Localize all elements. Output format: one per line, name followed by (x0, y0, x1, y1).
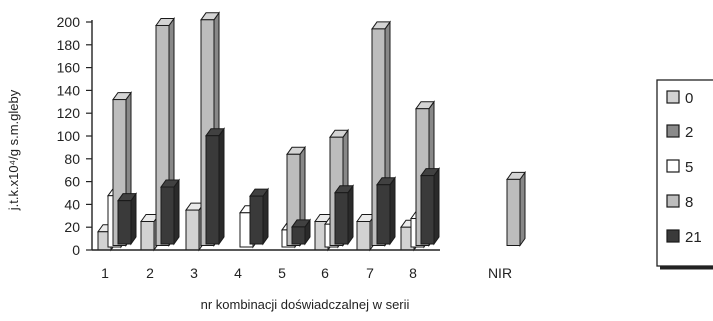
bar-4-series-21 (249, 187, 269, 246)
x-tick-label: 5 (278, 265, 286, 281)
legend-swatch (666, 90, 680, 104)
y-tick-label: 40 (64, 196, 80, 212)
x-tick-label: 3 (190, 265, 198, 281)
bar-2-series-21 (160, 178, 180, 246)
x-tick-label: 2 (146, 265, 154, 281)
y-tick-label: 200 (57, 14, 81, 30)
y-axis: 0 20 40 60 80 100 120 140 160 180 200 (57, 14, 93, 258)
legend-swatch (666, 159, 680, 173)
x-tick-label: 8 (409, 265, 417, 281)
legend-label: 0 (685, 90, 693, 107)
x-tick-label: 1 (101, 265, 109, 281)
bar-6-series-21 (334, 184, 354, 246)
x-tick-label: 6 (321, 265, 329, 281)
x-axis-title: nr kombinacji doświadczalnej w serii (201, 297, 410, 312)
y-tick-label: 100 (57, 128, 81, 144)
y-tick-label: 180 (57, 37, 81, 53)
bar-3-series-21 (205, 127, 225, 246)
y-tick-label: 120 (57, 105, 81, 121)
legend-label: 8 (685, 194, 693, 211)
x-tick-label: NIR (488, 265, 512, 281)
plot-area (97, 11, 526, 252)
y-tick-label: 0 (72, 242, 80, 258)
x-axis: 1 2 3 4 5 6 7 8 NIR (92, 249, 512, 281)
bar-8-series-21 (420, 167, 440, 246)
legend-swatch (666, 124, 680, 138)
bar-NIR-series-8 (506, 170, 526, 248)
bar-1-series-21 (117, 192, 137, 246)
legend-label: 2 (685, 124, 693, 141)
y-tick-label: 140 (57, 82, 81, 98)
legend-box (656, 79, 713, 267)
y-axis-title: j.t.k.x10⁴/g s.m.gleby (6, 89, 21, 211)
legend-label: 21 (685, 229, 702, 246)
legend-swatch (666, 229, 680, 243)
legend-label: 5 (685, 159, 693, 176)
x-tick-label: 7 (366, 265, 374, 281)
x-tick-label: 4 (234, 265, 242, 281)
bar-5-series-21 (291, 218, 311, 246)
y-tick-label: 80 (64, 151, 80, 167)
y-tick-label: 160 (57, 60, 81, 76)
y-tick-label: 20 (64, 219, 80, 235)
bar-7-series-21 (376, 176, 396, 246)
legend-swatch (666, 194, 680, 208)
y-tick-label: 60 (64, 174, 80, 190)
legend: 0 2 5 8 21 (656, 79, 713, 270)
